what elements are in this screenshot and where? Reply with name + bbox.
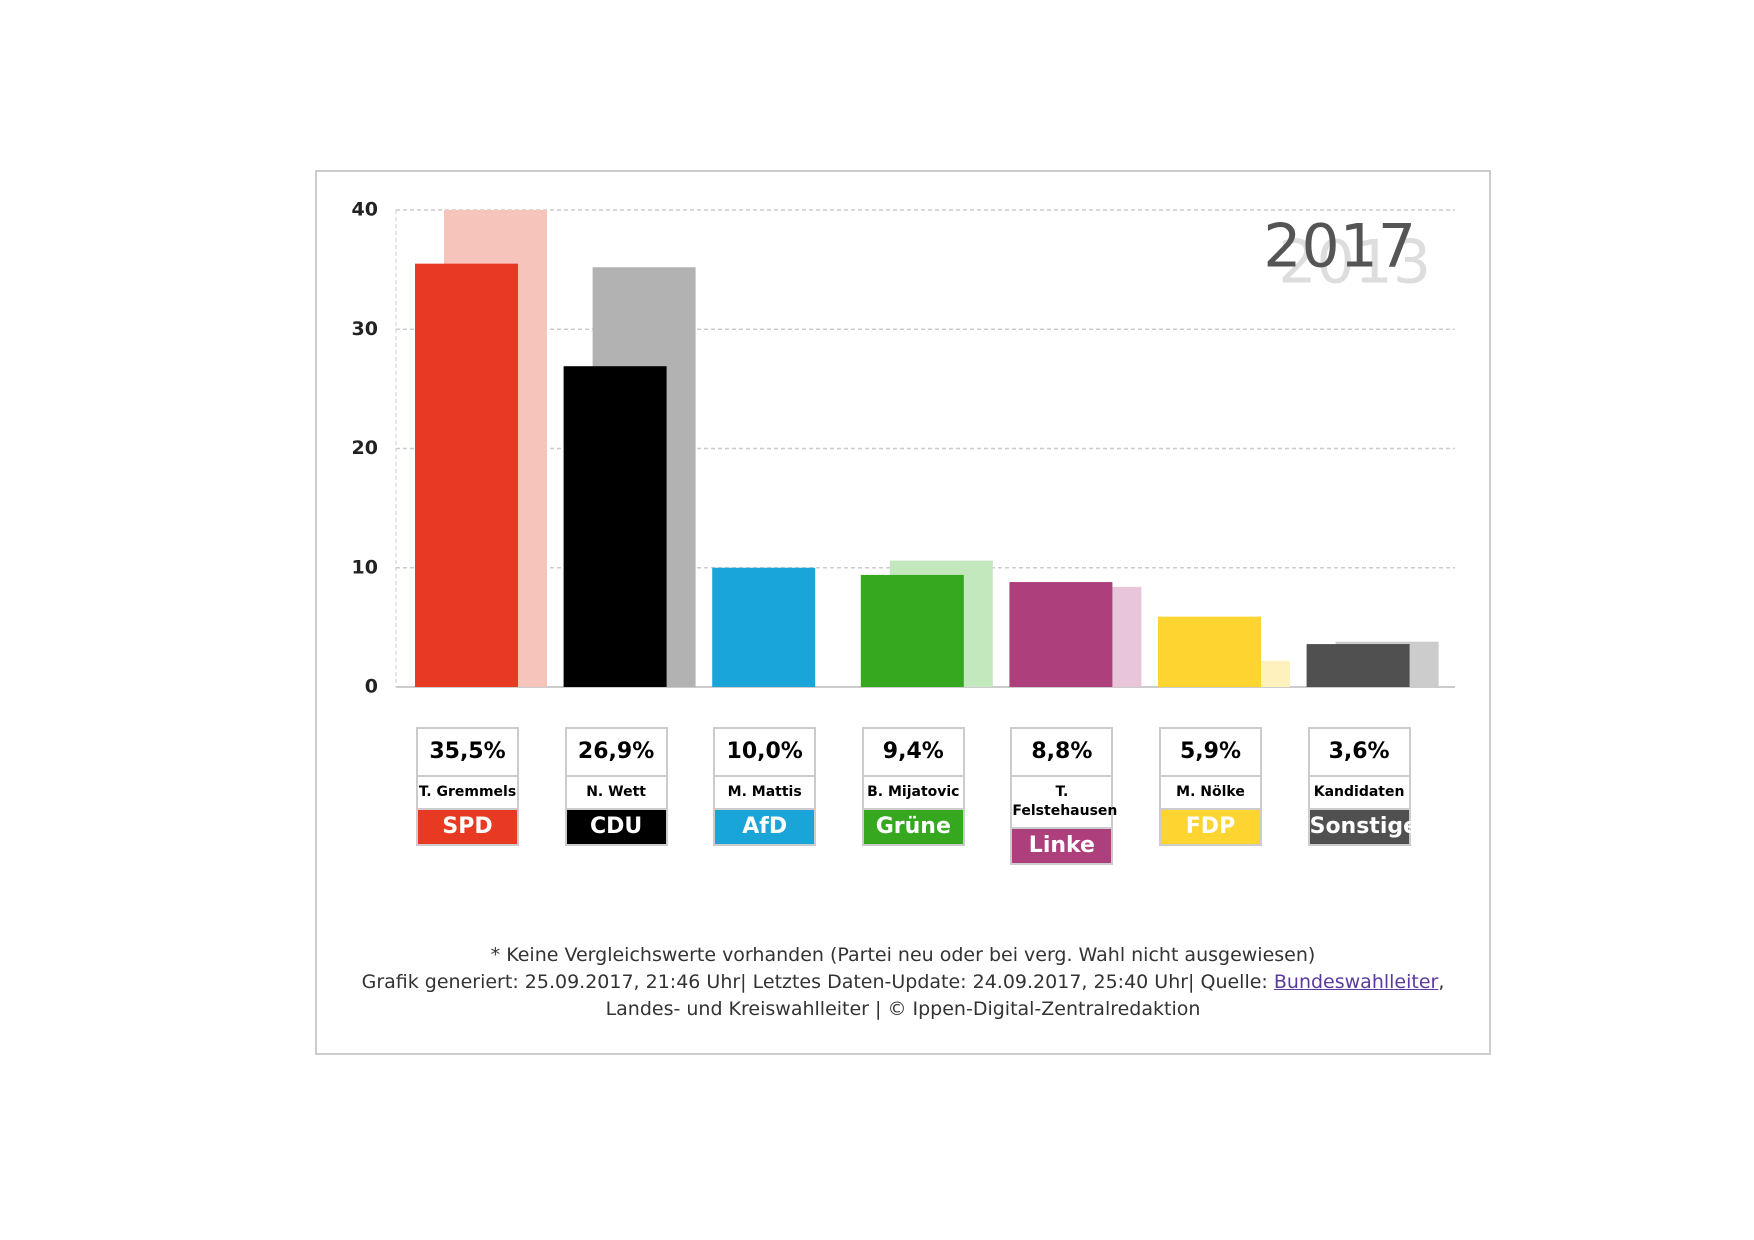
party-label: FDP: [1161, 810, 1260, 844]
footnote: * Keine Vergleichswerte vorhanden (Parte…: [490, 944, 1316, 966]
bar: [860, 574, 964, 687]
party-label: AfD: [715, 810, 815, 844]
y-tick-label: 30: [352, 318, 378, 340]
y-tick-label: 20: [352, 437, 378, 459]
candidate: Kandidaten: [1309, 777, 1409, 810]
label-box: 26,9% N. Wett CDU: [564, 727, 668, 846]
value-label: 10,0%: [715, 729, 815, 777]
legend-previous: 2013: [1278, 228, 1431, 298]
value-label: 8,8%: [1012, 729, 1112, 777]
bar: [712, 567, 816, 687]
label-box: 9,4% B. Mijatovic Grüne: [861, 727, 965, 846]
value-label: 26,9%: [566, 729, 666, 777]
party-label: Sonstige: [1309, 810, 1418, 844]
value-label: 9,4%: [863, 729, 963, 777]
source-prefix: Grafik generiert: 25.09.2017, 21:46 Uhr|…: [361, 971, 1274, 993]
party-label: Grüne: [863, 810, 963, 844]
label-box: 8,8% T. Felstehausen Linke: [1010, 727, 1117, 865]
candidate: N. Wett: [566, 777, 666, 810]
y-tick-label: 10: [352, 556, 378, 578]
label-box: 35,5% T. Gremmels SPD: [416, 727, 519, 846]
party-label: Linke: [1012, 829, 1112, 863]
y-tick-label: 40: [352, 199, 378, 221]
y-tick-label: 0: [365, 676, 378, 698]
party-label: CDU: [566, 810, 666, 844]
label-box: 3,6% Kandidaten Sonstige: [1307, 727, 1418, 846]
candidate: T. Gremmels: [418, 777, 517, 810]
source-link[interactable]: Bundeswahlleiter: [1273, 971, 1439, 993]
bar: [1306, 644, 1410, 687]
label-box: 5,9% M. Nölke FDP: [1159, 727, 1262, 846]
value-label: 5,9%: [1161, 729, 1260, 777]
bar: [563, 366, 667, 687]
value-label: 3,6%: [1309, 729, 1409, 777]
candidate: T. Felstehausen: [1012, 777, 1117, 829]
source: Grafik generiert: 25.09.2017, 21:46 Uhr|…: [330, 969, 1476, 1023]
candidate: M. Mattis: [715, 777, 815, 810]
legend-current: 2017: [1263, 212, 1416, 282]
source-suffix: , Landes- und Kreiswahlleiter | © Ippen-…: [605, 971, 1445, 1020]
bar: [1009, 582, 1113, 687]
label-box: 10,0% M. Mattis AfD: [713, 727, 817, 846]
party-label: SPD: [418, 810, 517, 844]
value-label: 35,5%: [418, 729, 517, 777]
footer: * Keine Vergleichswerte vorhanden (Parte…: [330, 942, 1476, 1023]
candidate: B. Mijatovic: [863, 777, 963, 810]
bar: [1158, 616, 1261, 687]
candidate: M. Nölke: [1161, 777, 1260, 810]
bar: [415, 263, 518, 687]
